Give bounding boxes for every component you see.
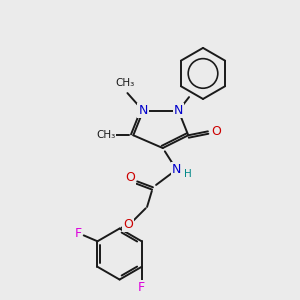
Text: O: O bbox=[124, 218, 133, 231]
Text: O: O bbox=[211, 125, 221, 138]
Text: F: F bbox=[74, 227, 81, 240]
Text: H: H bbox=[184, 169, 192, 178]
Text: CH₃: CH₃ bbox=[116, 78, 135, 88]
Text: N: N bbox=[174, 104, 183, 117]
Text: N: N bbox=[138, 104, 148, 117]
Text: F: F bbox=[138, 281, 145, 294]
Text: O: O bbox=[125, 171, 135, 184]
Text: N: N bbox=[172, 163, 181, 176]
Text: CH₃: CH₃ bbox=[96, 130, 116, 140]
